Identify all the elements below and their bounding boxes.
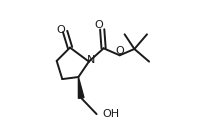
Text: O: O [116,46,124,56]
Text: O: O [95,20,104,31]
Text: N: N [87,55,96,65]
Polygon shape [78,77,84,98]
Text: O: O [57,25,66,35]
Text: OH: OH [102,109,119,119]
